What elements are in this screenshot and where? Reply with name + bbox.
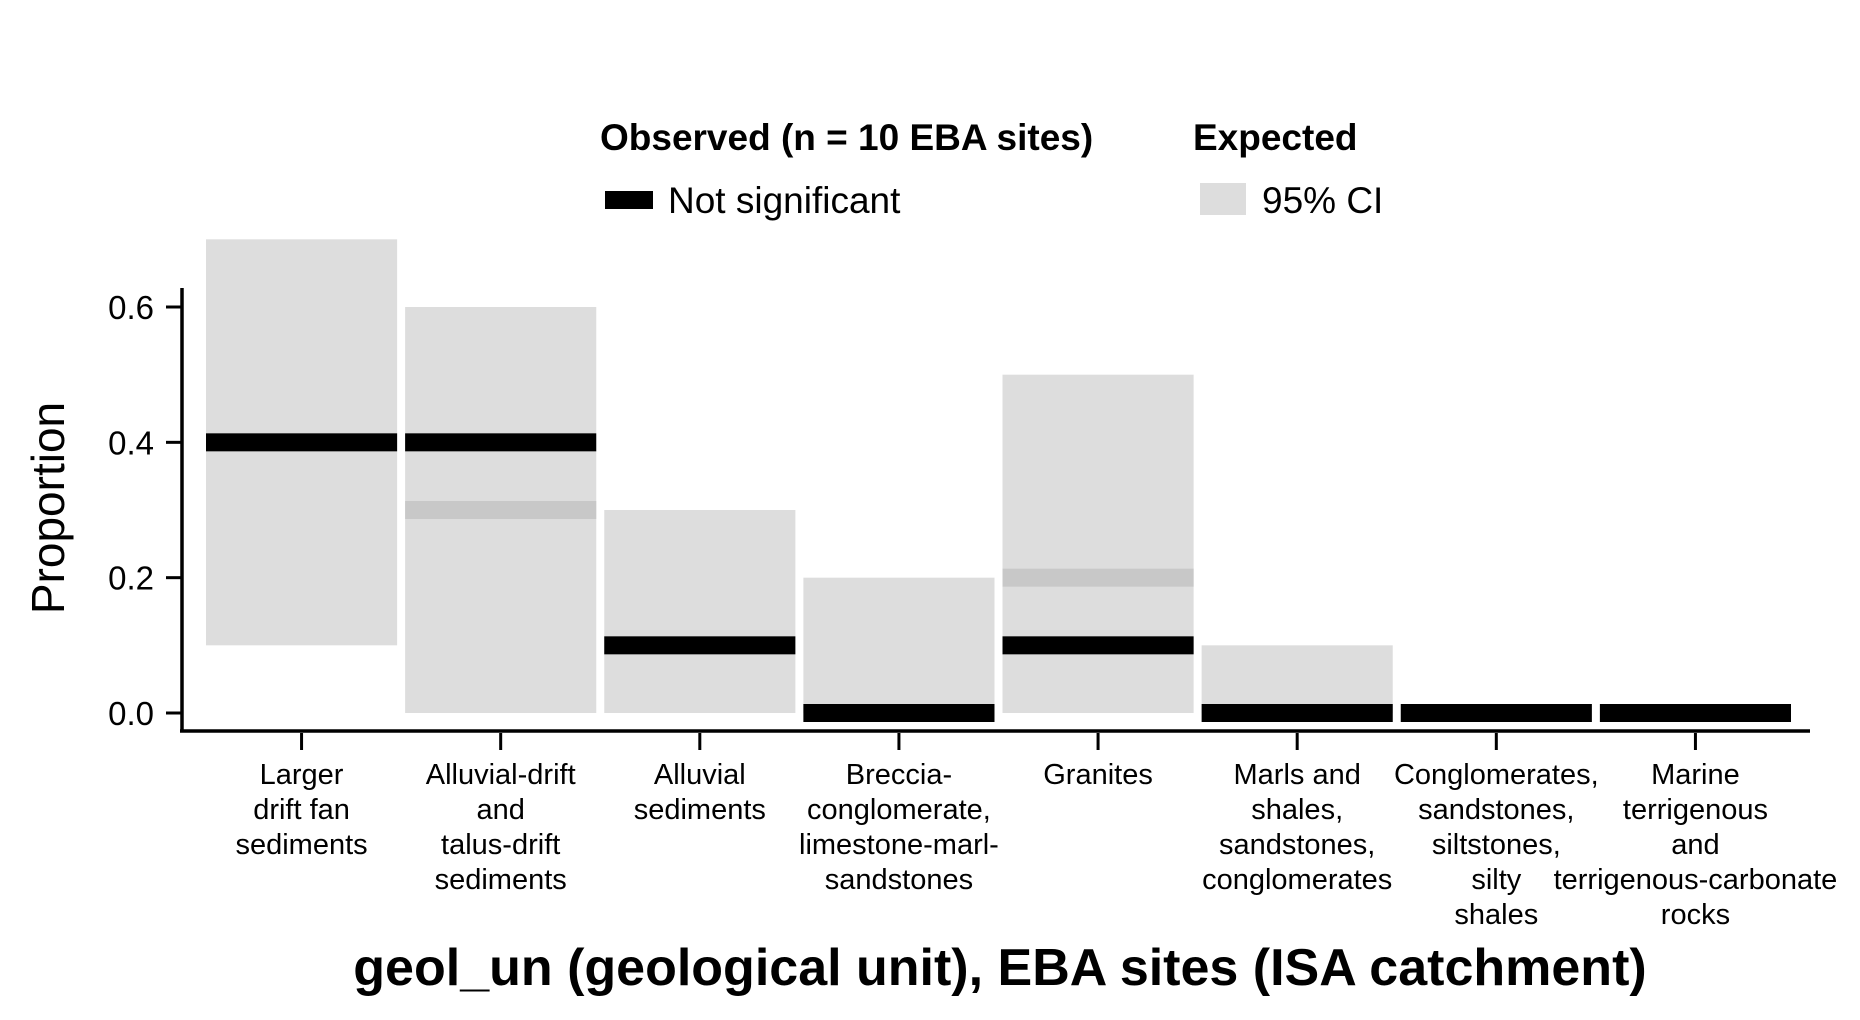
observed-marks	[206, 433, 1791, 722]
plot-area: 0.0 0.2 0.4 0.6 Larger drift fan sediments All…	[108, 239, 1837, 931]
x-tick-label-alluvial-drift-1: Alluvial-drift and talus-drift sediments	[426, 759, 576, 896]
y-tick-label-0: 0.0	[108, 695, 154, 732]
expected-marks	[405, 501, 1194, 587]
legend-ci-swatch	[1200, 183, 1246, 215]
y-ticks: 0.0 0.2 0.4 0.6	[108, 289, 182, 732]
x-axis-title: geol_un (geological unit), EBA sites (IS…	[353, 939, 1646, 997]
y-tick-label-1: 0.2	[108, 560, 154, 597]
observed-mark-breccia-3	[803, 704, 995, 722]
expected-mark-alluvial-drift-1	[405, 501, 597, 519]
observed-mark-alluvial-2	[604, 636, 796, 655]
expected-mark-granites-4	[1002, 568, 1194, 587]
x-tick-label-granites-4: Granites	[1043, 759, 1153, 791]
x-tick-label-conglomerates-6: Conglomerates, sandstones, siltstones, silt…	[1394, 759, 1599, 931]
axes	[180, 288, 1810, 733]
ci-bar-marls-and-5	[1201, 645, 1393, 713]
legend-observed-label: Not significant	[668, 180, 901, 221]
observed-mark-granites-4	[1002, 636, 1194, 655]
legend-expected-title: Expected	[1193, 117, 1358, 158]
x-tick-label-larger-0: Larger drift fan sediments	[235, 759, 367, 861]
x-tick-label-breccia-3: Breccia-conglomerate, limestone-marl-sand…	[799, 759, 999, 896]
x-tick-label-marine-7: Marine terrigenous and terrigenous-carbonat…	[1554, 759, 1838, 931]
y-axis-title: Proportion	[22, 402, 74, 614]
ci-bar-granites-4	[1002, 374, 1194, 713]
observed-mark-conglomerates-6	[1400, 704, 1592, 722]
observed-mark-marine-7	[1599, 704, 1791, 722]
legend-ci-label: 95% CI	[1262, 180, 1383, 221]
ci-bars	[206, 239, 1393, 713]
x-tick-label-alluvial-2: Alluvial sediments	[634, 759, 766, 826]
x-tick-label-marls-and-5: Marls and shales, sandstones, conglomerates	[1202, 759, 1392, 896]
ci-bar-breccia-3	[803, 577, 995, 713]
x-ticks: Larger drift fan sediments Alluvial-drift an…	[235, 733, 1837, 931]
observed-mark-larger-0	[206, 433, 398, 452]
legend: Observed (n = 10 EBA sites) Not signific…	[600, 117, 1383, 221]
observed-mark-marls-and-5	[1201, 704, 1393, 722]
observed-mark-alluvial-drift-1	[405, 433, 597, 452]
y-tick-label-3: 0.6	[108, 289, 154, 326]
legend-observed-swatch	[605, 191, 653, 209]
legend-observed-title: Observed (n = 10 EBA sites)	[600, 117, 1093, 158]
ci-bar-alluvial-2	[604, 510, 796, 713]
y-tick-label-2: 0.4	[108, 424, 154, 461]
